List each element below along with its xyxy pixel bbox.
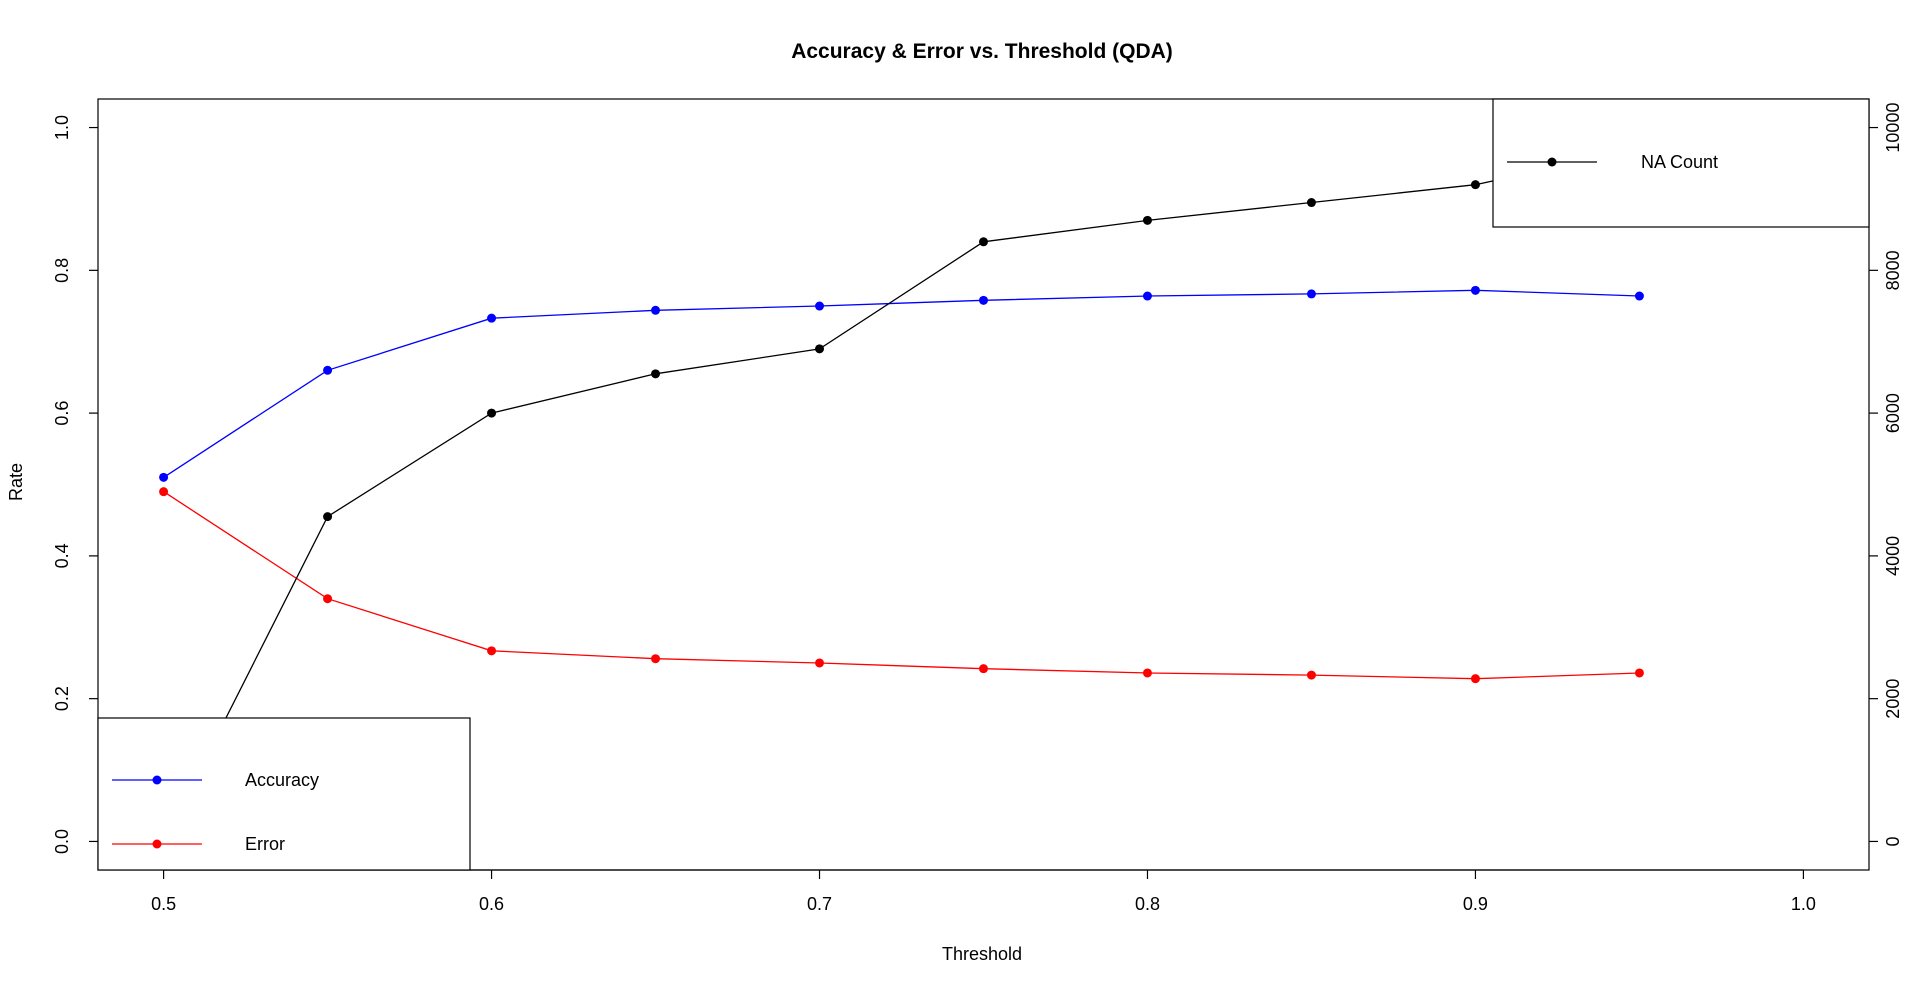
data-point-error [979,664,988,674]
legend-label-na-count: NA Count [1641,152,1718,172]
data-point-na-count [651,369,661,379]
series-layer [159,144,1644,846]
data-point-accuracy [1142,291,1152,301]
x-tick-label: 0.5 [151,894,176,914]
x-tick-label: 0.7 [807,894,832,914]
y2-tick-label: 4000 [1883,536,1903,576]
chart-title: Accuracy & Error vs. Threshold (QDA) [791,40,1173,63]
x-tick-label: 1.0 [1791,894,1816,914]
x-tick-label: 0.6 [479,894,504,914]
y-tick-label: 1.0 [52,115,72,140]
x-tick-label: 0.9 [1463,894,1488,914]
y2-tick-label: 0 [1883,836,1903,846]
data-point-accuracy [979,295,988,305]
axes-layer: 0.5 0.6 0.7 0.8 0.9 1.0 0.0 0.2 0.4 0.6 0.8 1.0 0 200… [52,103,1903,914]
y2-tick-label: 10000 [1883,103,1903,153]
data-point-na-count [979,237,988,247]
legend-label-error: Error [245,834,285,854]
y-tick-label: 0.6 [52,401,72,426]
series-line-accuracy [163,289,1640,478]
legend-layer: Accuracy Error NA Count [97,98,1870,871]
data-point-error [651,654,661,664]
data-point-error [1142,668,1152,678]
series-line-error [163,491,1640,680]
data-point-error [815,658,825,668]
data-point-error [1470,674,1480,684]
data-point-accuracy [1470,285,1480,295]
y2-tick-label: 8000 [1883,250,1903,290]
data-point-error [1306,670,1316,680]
y-tick-label: 0.8 [52,258,72,283]
y-tick-label: 0.0 [52,829,72,854]
data-point-accuracy [1306,289,1316,299]
legend-label-accuracy: Accuracy [245,770,319,790]
y-axis-label: Rate [6,463,26,501]
data-point-na-count [1470,180,1480,190]
y2-tick-label: 6000 [1883,393,1903,433]
data-point-error [323,594,333,604]
y-tick-label: 0.2 [52,686,72,711]
data-point-accuracy [323,365,333,375]
data-point-accuracy [159,472,169,482]
x-axis-label: Threshold [942,944,1022,964]
data-point-accuracy [815,301,825,311]
data-point-na-count [1142,215,1152,225]
data-point-accuracy [651,305,661,315]
legend-marker-na-count [1547,157,1557,167]
data-point-na-count [815,344,825,354]
legend-marker-accuracy [152,775,162,785]
data-point-na-count [1306,198,1316,208]
data-point-na-count [323,512,333,522]
data-point-error [159,487,169,497]
series-line-na-count [163,148,1640,842]
data-point-error [487,646,497,656]
data-point-accuracy [487,313,497,323]
data-point-error [1634,668,1644,678]
x-tick-label: 0.8 [1135,894,1160,914]
y-tick-label: 0.4 [52,543,72,568]
y2-tick-label: 2000 [1883,679,1903,719]
legend-marker-error [152,839,162,849]
data-point-na-count [487,408,497,418]
data-point-accuracy [1634,291,1644,301]
